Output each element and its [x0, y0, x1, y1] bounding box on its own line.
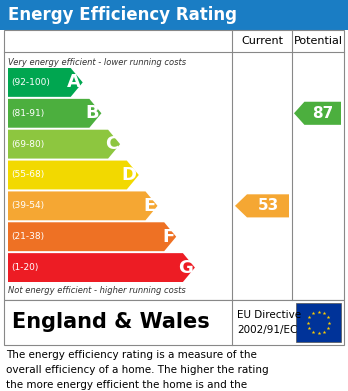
Text: (55-68): (55-68)	[11, 170, 44, 179]
Text: (21-38): (21-38)	[11, 232, 44, 241]
Text: E: E	[143, 197, 156, 215]
Bar	[4, 300, 344, 345]
Text: Potential: Potential	[293, 36, 342, 46]
Text: (1-20): (1-20)	[11, 263, 38, 272]
Text: D: D	[122, 166, 137, 184]
Polygon shape	[8, 68, 83, 97]
Polygon shape	[8, 192, 158, 220]
Polygon shape	[8, 161, 139, 189]
Bar	[296, 303, 341, 342]
Text: Energy Efficiency Rating: Energy Efficiency Rating	[8, 6, 237, 24]
Polygon shape	[8, 99, 101, 128]
Text: (92-100): (92-100)	[11, 78, 50, 87]
Text: F: F	[162, 228, 174, 246]
Text: (69-80): (69-80)	[11, 140, 44, 149]
Polygon shape	[235, 194, 289, 217]
Text: EU Directive
2002/91/EC: EU Directive 2002/91/EC	[237, 310, 301, 334]
Bar	[0, 0, 348, 30]
Text: The energy efficiency rating is a measure of the
overall efficiency of a home. T: The energy efficiency rating is a measur…	[6, 350, 269, 391]
Polygon shape	[8, 222, 176, 251]
Text: (81-91): (81-91)	[11, 109, 44, 118]
Polygon shape	[8, 253, 195, 282]
Text: 87: 87	[312, 106, 333, 121]
Polygon shape	[8, 130, 120, 159]
Text: Not energy efficient - higher running costs: Not energy efficient - higher running co…	[8, 286, 186, 295]
Text: G: G	[178, 258, 193, 276]
Text: (39-54): (39-54)	[11, 201, 44, 210]
Text: 53: 53	[258, 198, 279, 213]
Text: England & Wales: England & Wales	[12, 312, 210, 332]
Text: Very energy efficient - lower running costs: Very energy efficient - lower running co…	[8, 58, 186, 67]
Text: Current: Current	[241, 36, 283, 46]
Bar	[4, 30, 344, 300]
Text: B: B	[86, 104, 100, 122]
Text: C: C	[105, 135, 118, 153]
Text: A: A	[67, 74, 81, 91]
Polygon shape	[294, 102, 341, 125]
